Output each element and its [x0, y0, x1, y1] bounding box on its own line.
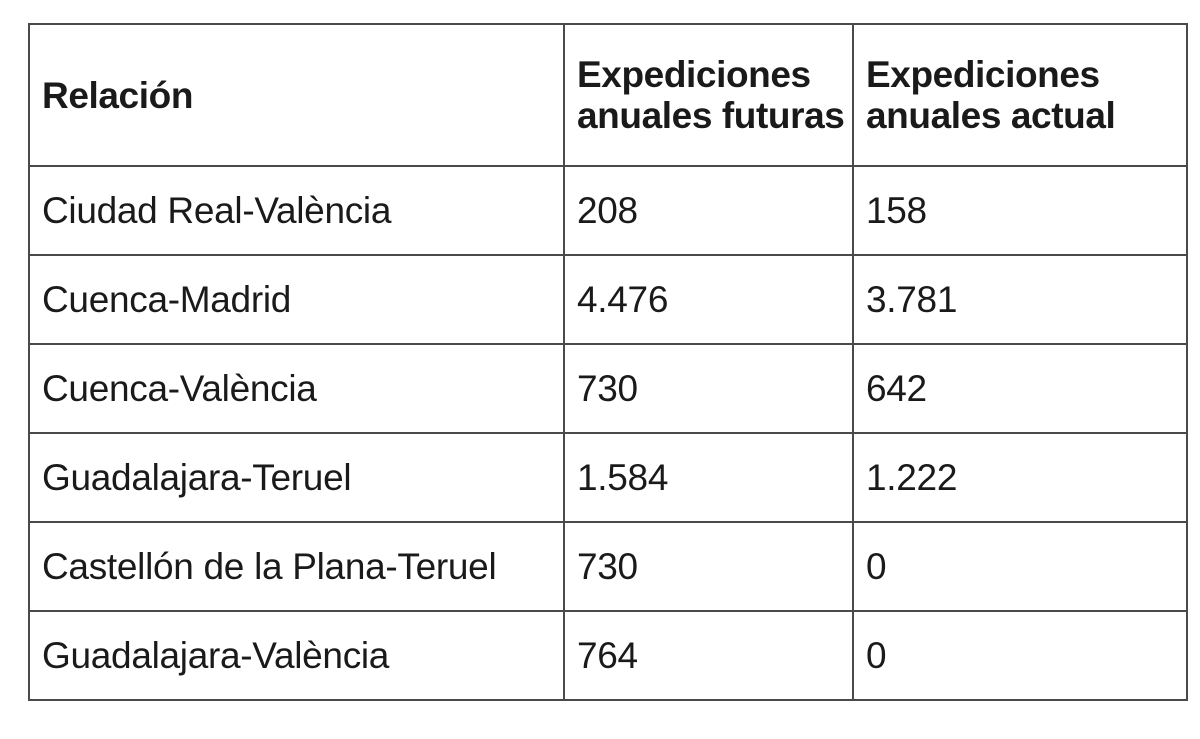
- cell-actual: 642: [852, 343, 1188, 434]
- cell-actual: 0: [852, 521, 1188, 612]
- cell-relacion: Guadalajara-València: [28, 610, 565, 701]
- header-expediciones-actual: Expediciones anuales actual: [852, 23, 1188, 167]
- cell-futuras: 764: [563, 610, 854, 701]
- table-row: Cuenca-Madrid 4.476 3.781: [28, 254, 1188, 345]
- cell-futuras: 730: [563, 521, 854, 612]
- table-row: Castellón de la Plana-Teruel 730 0: [28, 521, 1188, 612]
- header-row: Relación Expediciones anuales futuras Ex…: [28, 23, 1188, 167]
- table-row: Ciudad Real-València 208 158: [28, 165, 1188, 256]
- cell-actual: 0: [852, 610, 1188, 701]
- header-relacion: Relación: [28, 23, 565, 167]
- cell-futuras: 4.476: [563, 254, 854, 345]
- cell-relacion: Ciudad Real-València: [28, 165, 565, 256]
- cell-actual: 158: [852, 165, 1188, 256]
- header-expediciones-futuras: Expediciones anuales futuras: [563, 23, 854, 167]
- table-row: Guadalajara-Teruel 1.584 1.222: [28, 432, 1188, 523]
- cell-relacion: Castellón de la Plana-Teruel: [28, 521, 565, 612]
- cell-relacion: Cuenca-València: [28, 343, 565, 434]
- table-row: Cuenca-València 730 642: [28, 343, 1188, 434]
- cell-actual: 3.781: [852, 254, 1188, 345]
- expeditions-table: Relación Expediciones anuales futuras Ex…: [28, 23, 1188, 701]
- table-header: Relación Expediciones anuales futuras Ex…: [28, 23, 1188, 167]
- cell-futuras: 730: [563, 343, 854, 434]
- cell-futuras: 1.584: [563, 432, 854, 523]
- cell-relacion: Guadalajara-Teruel: [28, 432, 565, 523]
- cell-actual: 1.222: [852, 432, 1188, 523]
- cell-relacion: Cuenca-Madrid: [28, 254, 565, 345]
- table-body: Ciudad Real-València 208 158 Cuenca-Madr…: [28, 165, 1188, 701]
- cell-futuras: 208: [563, 165, 854, 256]
- table-row: Guadalajara-València 764 0: [28, 610, 1188, 701]
